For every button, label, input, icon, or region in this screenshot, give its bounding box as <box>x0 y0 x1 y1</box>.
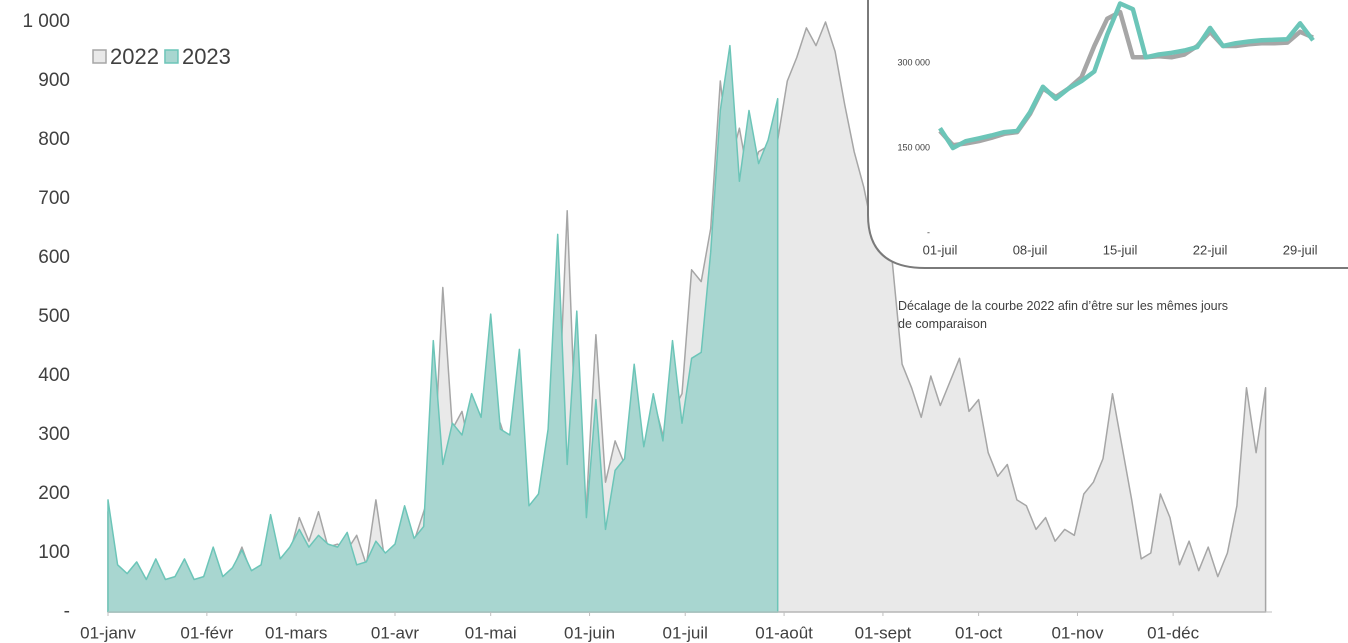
x-tick-label: 01-juil <box>663 623 708 642</box>
x-tick-label: 08-juil <box>1013 242 1048 257</box>
y-tick-label: 1 000 <box>22 11 70 32</box>
inset-frame <box>867 0 1348 269</box>
y-tick-label: - <box>64 601 70 622</box>
y-tick-label: 700 <box>38 188 70 209</box>
y-tick-label: 500 <box>38 306 70 327</box>
y-tick-label: 100 <box>38 542 70 563</box>
y-tick-label: 800 <box>38 129 70 150</box>
y-tick-label: 300 <box>38 424 70 445</box>
legend-swatch <box>164 49 179 64</box>
main-chart: - 100 200 300 400 500 600 700 800 900 1 000 01-janv… <box>22 11 1272 642</box>
legend-swatch <box>92 49 107 64</box>
x-tick-label: 01-sept <box>855 623 912 642</box>
area-2023 <box>107 44 779 613</box>
y-tick-label: 400 <box>38 365 70 386</box>
y-tick-label: 200 <box>38 483 70 504</box>
area-2022 <box>107 21 1267 613</box>
x-tick-label: 01-juin <box>564 623 615 642</box>
x-tick-label: 22-juil <box>1193 242 1228 257</box>
x-tick-label: 29-juil <box>1283 242 1318 257</box>
x-tick-label: 01-janv <box>80 623 136 642</box>
legend-label: 2023 <box>182 44 231 69</box>
x-tick-label: 01-mai <box>465 623 517 642</box>
legend-label: 2022 <box>110 44 159 69</box>
x-tick-label: 15-juil <box>1103 242 1138 257</box>
y-tick-label: 150 000 <box>897 142 930 152</box>
x-tick-label: 01-nov <box>1051 623 1103 642</box>
inset-note: Décalage de la courbe 2022 afin d’être s… <box>898 299 1228 331</box>
y-tick-label: - <box>927 227 930 237</box>
y-tick-label: 300 000 <box>897 57 930 67</box>
x-tick-label: 01-août <box>755 623 813 642</box>
line-2023 <box>938 1 1315 151</box>
y-tick-label: 900 <box>38 70 70 91</box>
y-tick-label: 600 <box>38 247 70 268</box>
x-tick-label: 01-déc <box>1147 623 1199 642</box>
x-tick-label: 01-mars <box>265 623 327 642</box>
x-tick-label: 01-avr <box>371 623 420 642</box>
x-tick-label: 01-juil <box>923 242 958 257</box>
inset-chart: - 150 000 300 000 01-juil 08-juil 15-juil 22-j… <box>867 0 1348 269</box>
x-tick-label: 01-févr <box>180 623 233 642</box>
x-tick-label: 01-oct <box>955 623 1003 642</box>
